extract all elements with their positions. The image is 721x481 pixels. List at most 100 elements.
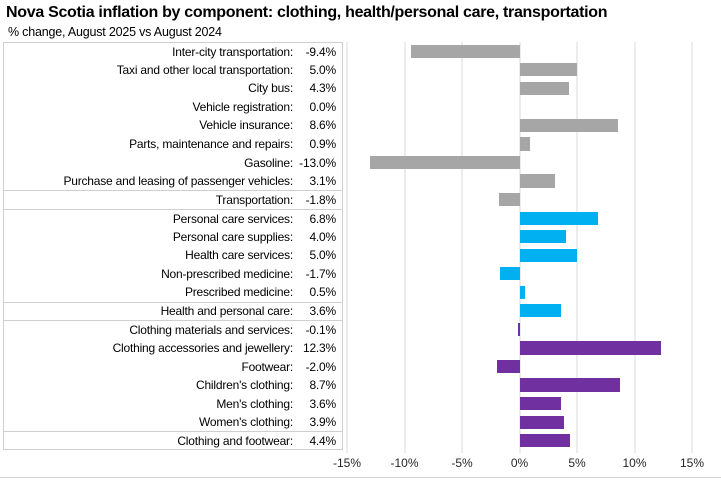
chart-subtitle: % change, August 2025 vs August 2024 — [8, 25, 222, 39]
category-value: 3.6% — [309, 396, 336, 411]
category-label: Taxi and other local transportation: 5.0… — [3, 60, 343, 80]
category-label: Non-prescribed medicine: -1.7% — [3, 264, 343, 284]
category-label: Clothing materials and services: -0.1% — [3, 320, 343, 339]
category-label: Purchase and leasing of passenger vehicl… — [3, 171, 343, 191]
value-bar — [518, 322, 520, 336]
chart-row: Clothing and footwear: 4.4% — [0, 431, 721, 451]
gridline — [519, 42, 520, 453]
category-name: Health care services: — [185, 248, 293, 263]
value-bar — [519, 81, 569, 95]
chart-row: Footwear: -2.0% — [0, 357, 721, 376]
value-bar — [519, 434, 571, 448]
x-tick-label: -5% — [451, 456, 473, 470]
category-name: Inter-city transportation: — [172, 44, 293, 59]
category-value: 5.0% — [309, 62, 336, 77]
row-plot-cell — [347, 135, 692, 154]
category-value: 3.9% — [309, 415, 336, 430]
category-label: Parts, maintenance and repairs: 0.9% — [3, 134, 343, 154]
x-tick-label: -10% — [390, 456, 419, 470]
value-bar — [519, 248, 577, 262]
x-axis: -15% -10% -5% 0% 5% 10% 15% — [333, 456, 704, 474]
plot-area: Inter-city transportation: -9.4% Taxi an… — [0, 42, 721, 451]
category-value: 0.5% — [309, 285, 336, 300]
category-value: 0.9% — [309, 137, 336, 151]
row-plot-cell — [347, 98, 692, 117]
x-tick-label: 10% — [622, 456, 647, 470]
category-name: Health and personal care: — [160, 304, 294, 319]
category-name: Taxi and other local transportation: — [116, 62, 293, 77]
category-value: -1.8% — [305, 193, 337, 208]
category-label: Inter-city transportation: -9.4% — [3, 42, 343, 61]
category-name: Personal care supplies: — [172, 229, 293, 244]
gridline — [634, 42, 635, 453]
chart-row: Gasoline: -13.0% — [0, 153, 721, 172]
x-tick-label: -15% — [332, 456, 362, 470]
value-bar — [519, 285, 526, 299]
value-bar — [519, 378, 620, 392]
row-plot-cell — [347, 42, 692, 61]
category-name: Clothing accessories and jewellery: — [112, 341, 294, 356]
category-name: Parts, maintenance and repairs: — [129, 137, 293, 151]
category-name: Vehicle insurance: — [199, 118, 293, 133]
category-label: Health care services: 5.0% — [3, 246, 343, 265]
gridlines — [346, 42, 693, 453]
category-name: Non-prescribed medicine: — [161, 266, 293, 281]
gridline — [461, 42, 463, 453]
category-name: Clothing and footwear: — [177, 433, 293, 448]
row-plot-cell — [347, 320, 692, 339]
chart-row: Vehicle registration: 0.0% — [0, 97, 721, 117]
category-label: Personal care supplies: 4.0% — [3, 227, 343, 247]
category-value: -1.7% — [305, 266, 337, 281]
chart-row: Clothing accessories and jewellery: 12.3… — [0, 338, 721, 358]
row-plot-cell — [347, 302, 692, 321]
row-plot-cell — [347, 79, 692, 98]
value-bar — [498, 192, 520, 207]
category-value: 8.7% — [309, 378, 336, 393]
category-label: Prescribed medicine: 0.5% — [3, 283, 343, 302]
gridline — [346, 42, 348, 453]
value-bar — [519, 304, 561, 318]
value-bar — [519, 230, 566, 244]
category-value: -0.1% — [305, 322, 337, 337]
category-label: Gasoline: -13.0% — [3, 153, 343, 172]
value-bar — [519, 415, 565, 429]
row-plot-cell — [347, 265, 692, 284]
x-tick-label: 15% — [679, 456, 705, 470]
chart-row: Children's clothing: 8.7% — [0, 375, 721, 395]
chart-row: Personal care supplies: 4.0% — [0, 227, 721, 247]
row-plot-cell — [347, 246, 692, 265]
row-plot-cell — [347, 116, 692, 135]
value-bar — [519, 118, 619, 132]
category-name: Men's clothing: — [216, 396, 293, 411]
chart-row: Women's clothing: 3.9% — [0, 412, 721, 432]
gridline — [576, 42, 578, 453]
category-label: Health and personal care: 3.6% — [3, 301, 343, 321]
chart-row: Prescribed medicine: 0.5% — [0, 283, 721, 302]
category-value: 4.4% — [309, 433, 336, 448]
category-label: Women's clothing: 3.9% — [3, 412, 343, 432]
category-label: Personal care services: 6.8% — [3, 208, 343, 228]
category-label: Footwear: -2.0% — [3, 357, 343, 376]
category-value: 8.6% — [309, 118, 336, 133]
gridline — [404, 42, 405, 453]
chart-row: Non-prescribed medicine: -1.7% — [0, 264, 721, 284]
category-label: City bus: 4.3% — [3, 79, 343, 98]
category-value: -2.0% — [305, 359, 337, 374]
row-plot-cell — [347, 357, 692, 376]
value-bar — [519, 211, 598, 225]
chart-row: Inter-city transportation: -9.4% — [0, 42, 721, 61]
category-name: Women's clothing: — [198, 415, 293, 430]
category-name: Transportation: — [215, 193, 293, 208]
category-value: 4.3% — [309, 81, 336, 96]
category-label: Clothing accessories and jewellery: 12.3… — [3, 338, 343, 358]
chart-row: Health and personal care: 3.6% — [0, 301, 721, 321]
category-name: Children's clothing: — [195, 378, 293, 393]
gridline — [691, 42, 693, 453]
category-label: Vehicle registration: 0.0% — [3, 97, 343, 117]
category-value: 12.3% — [302, 341, 336, 356]
category-label: Vehicle insurance: 8.6% — [3, 116, 343, 135]
value-bar — [519, 341, 661, 355]
category-name: City bus: — [248, 81, 293, 96]
category-label: Men's clothing: 3.6% — [3, 394, 343, 413]
